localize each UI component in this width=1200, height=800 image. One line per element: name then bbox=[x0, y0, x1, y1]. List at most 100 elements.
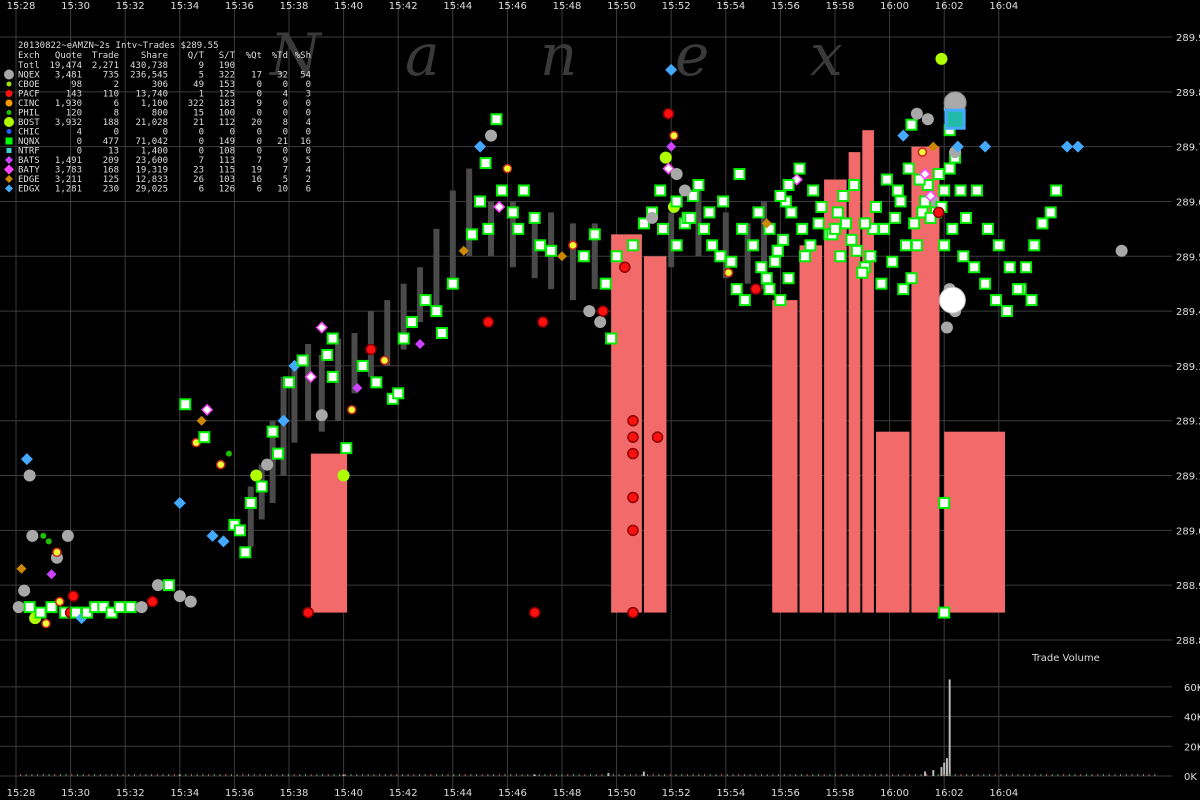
volume-bar bbox=[173, 774, 175, 776]
trade-point bbox=[605, 332, 618, 345]
legend-cell: NTRF bbox=[18, 147, 40, 157]
x-tick-label-bottom: 15:56 bbox=[771, 788, 800, 799]
trade-point bbox=[610, 250, 623, 263]
legend-marker bbox=[4, 117, 14, 127]
legend-cell: 2 bbox=[114, 80, 119, 90]
x-tick-label-bottom: 15:58 bbox=[826, 788, 855, 799]
trade-point bbox=[392, 387, 405, 400]
x-tick-label-top: 15:40 bbox=[334, 1, 363, 12]
legend-cell: 110 bbox=[103, 90, 119, 100]
trade-point bbox=[12, 601, 25, 614]
volume-bar bbox=[732, 774, 734, 776]
volume-bar bbox=[914, 774, 916, 776]
volume-bar bbox=[413, 774, 415, 776]
spread-bar bbox=[799, 245, 823, 613]
trade-point bbox=[662, 107, 675, 120]
legend-cell: 10 bbox=[277, 185, 288, 195]
trade-point bbox=[938, 184, 951, 197]
trade-point bbox=[534, 239, 547, 252]
trade-point bbox=[283, 376, 295, 389]
trade-point bbox=[356, 359, 369, 372]
y-tick-label: 288.90 bbox=[1176, 581, 1200, 592]
legend-cell: BOST bbox=[18, 118, 40, 128]
trade-point bbox=[198, 431, 211, 444]
trade-point bbox=[782, 179, 795, 192]
volume-bar bbox=[1154, 774, 1156, 776]
trade-point bbox=[924, 211, 937, 224]
volume-bar bbox=[1074, 774, 1076, 776]
trade-point bbox=[889, 211, 902, 224]
legend-header-cell: Trade bbox=[92, 51, 119, 61]
trade-point bbox=[594, 316, 607, 329]
x-tick-label-top: 15:30 bbox=[61, 1, 90, 12]
trade-point bbox=[697, 222, 710, 235]
trade-point bbox=[785, 206, 798, 219]
volume-bar bbox=[498, 774, 500, 776]
volume-bar bbox=[219, 774, 221, 776]
y-tick-label: 289.30 bbox=[1176, 362, 1200, 373]
volume-bar bbox=[191, 774, 192, 776]
spread-shadow-bar bbox=[449, 190, 456, 279]
trade-point bbox=[796, 222, 809, 235]
trade-point bbox=[23, 601, 36, 614]
legend-cell: 209 bbox=[103, 156, 119, 166]
legend-cell: PACF bbox=[18, 90, 40, 100]
legend-cell: 21 bbox=[277, 137, 288, 147]
volume-bar bbox=[65, 774, 67, 776]
legend-cell: 15 bbox=[193, 109, 204, 119]
trade-point bbox=[875, 277, 888, 290]
trade-point bbox=[135, 601, 148, 614]
legend-cell: 0 bbox=[257, 128, 262, 138]
volume-bar bbox=[943, 762, 946, 776]
volume-bar bbox=[1080, 774, 1082, 776]
volume-bar bbox=[25, 774, 27, 776]
legend-cell: 1 bbox=[199, 90, 204, 100]
trade-point bbox=[34, 606, 47, 619]
volume-bar bbox=[481, 774, 483, 776]
trade-point bbox=[545, 244, 558, 257]
legend-cell: 0 bbox=[306, 147, 311, 157]
volume-bar bbox=[373, 774, 375, 776]
trade-point bbox=[886, 255, 899, 268]
trade-point bbox=[928, 141, 939, 152]
grid-layer bbox=[0, 0, 1172, 790]
legend-cell: 5 bbox=[306, 156, 311, 166]
legend-cell: 8 bbox=[283, 118, 288, 128]
legend-cell: 7 bbox=[199, 156, 204, 166]
spread-shadow-bar bbox=[291, 365, 298, 443]
spread-shadow-bar bbox=[305, 343, 312, 421]
trade-point bbox=[370, 376, 383, 389]
trade-point bbox=[670, 195, 683, 208]
volume-bar bbox=[607, 773, 610, 776]
volume-bar bbox=[954, 774, 956, 776]
volume-bar bbox=[458, 774, 460, 776]
trade-point bbox=[405, 316, 418, 329]
trade-point bbox=[798, 250, 811, 263]
legend-cell: 1,100 bbox=[141, 99, 168, 109]
volume-bar bbox=[270, 774, 272, 776]
trade-points bbox=[12, 52, 1128, 629]
volume-bar bbox=[105, 774, 107, 776]
trade-point bbox=[812, 217, 825, 230]
trade-point bbox=[932, 206, 945, 219]
volume-bar bbox=[869, 774, 871, 776]
y-tick-label: 289.50 bbox=[1176, 252, 1200, 263]
trade-point bbox=[465, 228, 478, 241]
trade-point bbox=[848, 179, 861, 192]
trade-point bbox=[512, 222, 525, 235]
volume-bar bbox=[886, 774, 888, 776]
volume-bar bbox=[647, 774, 648, 776]
volume-bar bbox=[726, 774, 728, 776]
trade-point bbox=[902, 162, 915, 175]
watermark-letter: n bbox=[540, 21, 577, 89]
volume-bar bbox=[327, 774, 329, 776]
trade-point bbox=[839, 217, 852, 230]
trade-point bbox=[717, 195, 730, 208]
x-tick-label-bottom: 15:28 bbox=[7, 788, 36, 799]
volume-tick-label: 20K bbox=[1184, 742, 1200, 753]
spread-shadow-bar bbox=[744, 223, 751, 284]
trade-point bbox=[944, 108, 966, 130]
legend-cell: 19 bbox=[251, 166, 262, 176]
volume-tick-label: 60K bbox=[1184, 683, 1200, 694]
volume-bar bbox=[287, 774, 289, 776]
